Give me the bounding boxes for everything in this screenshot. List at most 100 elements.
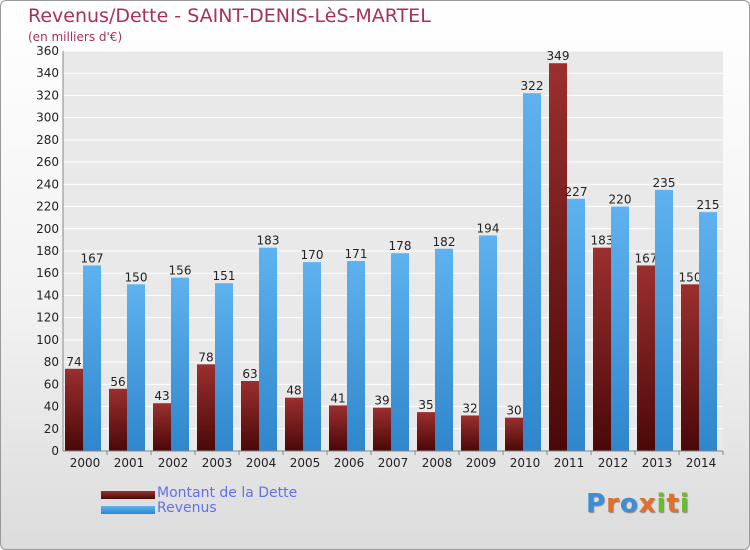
bar-debt: [593, 247, 611, 451]
x-tick-label: 2014: [686, 456, 717, 470]
bar-revenue: [435, 248, 453, 451]
y-tick-label: 280: [36, 133, 59, 147]
bar-revenue: [259, 247, 277, 451]
bar-debt: [461, 415, 479, 451]
y-tick-label: 320: [36, 88, 59, 102]
data-label-revenue: 170: [301, 248, 324, 262]
bar-revenue: [479, 235, 497, 451]
bar-debt: [417, 412, 435, 451]
x-tick-label: 2013: [642, 456, 673, 470]
bar-debt: [285, 397, 303, 451]
y-tick-label: 20: [44, 422, 59, 436]
x-tick-label: 2010: [510, 456, 541, 470]
y-tick-label: 300: [36, 111, 59, 125]
bar-revenue: [391, 253, 409, 451]
bar-debt: [637, 265, 655, 451]
data-label-debt: 56: [110, 375, 125, 389]
data-label-debt: 78: [198, 350, 213, 364]
y-tick-label: 0: [51, 444, 59, 458]
data-label-revenue: 156: [169, 264, 192, 278]
bar-revenue: [699, 212, 717, 451]
bar-revenue: [523, 93, 541, 451]
x-tick-label: 2011: [554, 456, 585, 470]
y-tick-label: 200: [36, 222, 59, 236]
data-label-debt: 32: [462, 401, 477, 415]
x-tick-label: 2008: [422, 456, 453, 470]
data-label-revenue: 227: [565, 185, 588, 199]
legend-swatch-debt: [101, 491, 155, 499]
x-tick-label: 2007: [378, 456, 409, 470]
x-tick-label: 2003: [202, 456, 233, 470]
bar-revenue: [215, 283, 233, 451]
y-tick-label: 360: [36, 44, 59, 58]
bar-debt: [373, 407, 391, 451]
bar-revenue: [83, 265, 101, 451]
data-label-revenue: 182: [433, 235, 456, 249]
y-tick-label: 180: [36, 244, 59, 258]
bar-debt: [109, 388, 127, 451]
bar-revenue: [127, 284, 145, 451]
data-label-revenue: 150: [125, 270, 148, 284]
y-tick-label: 260: [36, 155, 59, 169]
data-label-revenue: 220: [609, 193, 632, 207]
bar-revenue: [347, 261, 365, 451]
bar-debt: [197, 364, 215, 451]
data-label-revenue: 194: [477, 221, 500, 235]
legend-label-revenue: Revenus: [157, 500, 217, 516]
x-tick-label: 2009: [466, 456, 497, 470]
data-label-debt: 349: [547, 49, 570, 63]
data-label-revenue: 171: [345, 247, 368, 261]
data-label-revenue: 215: [697, 198, 720, 212]
y-tick-label: 100: [36, 333, 59, 347]
data-label-debt: 48: [286, 384, 301, 398]
y-tick-label: 160: [36, 266, 59, 280]
x-tick-label: 2001: [114, 456, 145, 470]
data-label-revenue: 178: [389, 239, 412, 253]
data-label-debt: 183: [591, 234, 614, 248]
bar-debt: [65, 368, 83, 451]
data-label-debt: 150: [679, 270, 702, 284]
data-label-debt: 41: [330, 391, 345, 405]
chart-subtitle: (en milliers d'€): [28, 30, 123, 44]
bar-debt: [241, 381, 259, 451]
x-tick-label: 2012: [598, 456, 629, 470]
chart-title: Revenus/Dette - SAINT-DENIS-LèS-MARTEL: [28, 5, 431, 27]
bar-revenue: [567, 198, 585, 451]
bar-revenue: [171, 277, 189, 451]
y-tick-label: 340: [36, 66, 59, 80]
data-label-debt: 43: [154, 389, 169, 403]
data-label-debt: 30: [506, 404, 521, 418]
bar-revenue: [303, 262, 321, 451]
data-label-revenue: 235: [653, 176, 676, 190]
data-label-debt: 167: [635, 251, 658, 265]
x-tick-label: 2005: [290, 456, 321, 470]
data-label-debt: 63: [242, 367, 257, 381]
x-tick-label: 2006: [334, 456, 365, 470]
y-tick-label: 140: [36, 288, 59, 302]
bar-debt: [549, 63, 567, 451]
bar-debt: [329, 405, 347, 451]
bar-revenue: [655, 189, 673, 451]
data-label-debt: 74: [66, 355, 81, 369]
x-tick-label: 2000: [70, 456, 101, 470]
data-label-revenue: 183: [257, 234, 280, 248]
data-label-revenue: 151: [213, 269, 236, 283]
bar-revenue: [611, 206, 629, 451]
x-tick-label: 2002: [158, 456, 189, 470]
y-tick-label: 40: [44, 400, 59, 414]
y-tick-label: 60: [44, 377, 59, 391]
legend-swatch-revenue: [101, 506, 155, 514]
bar-debt: [153, 403, 171, 451]
bar-debt: [681, 284, 699, 451]
data-label-revenue: 167: [81, 251, 104, 265]
x-tick-label: 2004: [246, 456, 277, 470]
bar-debt: [505, 417, 523, 451]
legend-label-debt: Montant de la Dette: [157, 485, 298, 501]
data-label-debt: 39: [374, 394, 389, 408]
y-tick-label: 220: [36, 200, 59, 214]
y-tick-label: 120: [36, 311, 59, 325]
y-tick-label: 240: [36, 177, 59, 191]
proxiti-logo: Proxiti: [586, 489, 690, 519]
